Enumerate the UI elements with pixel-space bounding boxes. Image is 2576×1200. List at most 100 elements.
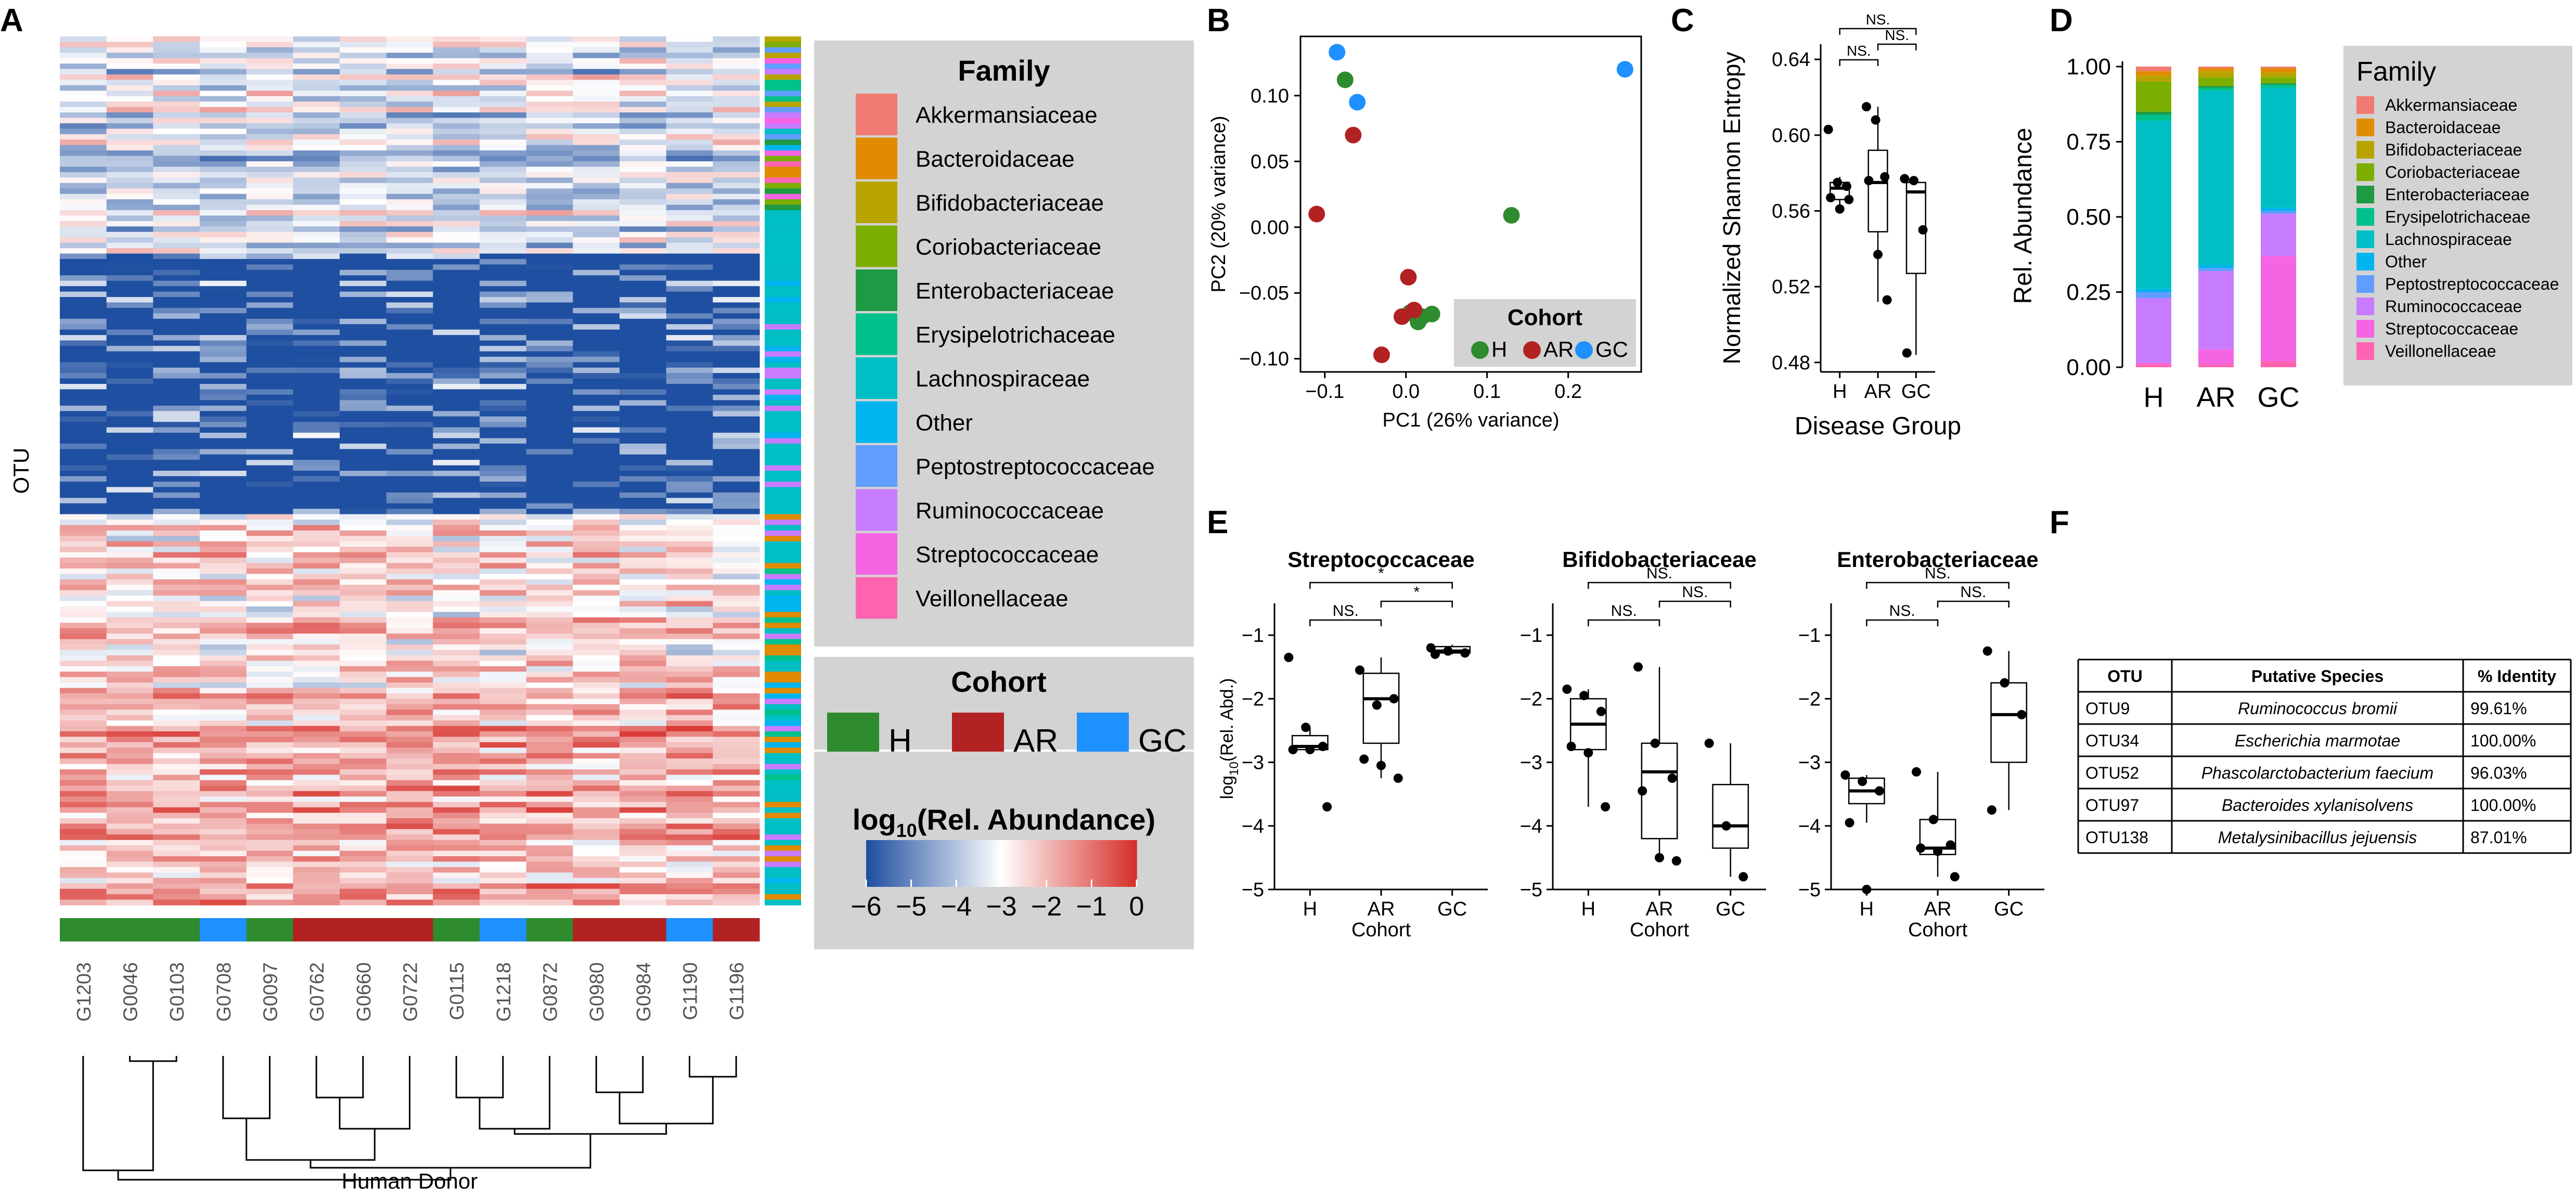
table-header: % Identity [2478,667,2556,686]
heatmap-cell [106,764,153,770]
heatmap-cell [666,405,713,411]
heatmap-cell [60,280,107,287]
heatmap-cell [386,297,433,303]
heatmap-cell [200,107,247,113]
y-tick-label: −4 [1798,816,1821,837]
heatmap-cell [293,802,340,808]
heatmap-cell [293,617,340,623]
heatmap-cell [60,829,107,835]
heatmap-cell [433,264,480,270]
heatmap-cell [293,585,340,591]
heatmap-cell [480,547,527,553]
heatmap-cell [620,742,667,748]
family-sidebar-cell [765,400,801,406]
heatmap-cell [386,183,433,189]
family-sidebar-cell [765,617,801,623]
heatmap-cell [200,579,247,585]
heatmap-cell [386,80,433,86]
pca-point [1345,126,1362,144]
family-legend-label: Bifidobacteriaceae [916,190,1104,216]
heatmap-cell [60,807,107,814]
color-scale-strip [891,840,894,887]
heatmap-cell [293,91,340,97]
color-scale-strip [918,840,921,887]
heatmap-cell [246,568,293,574]
heatmap-cell [153,840,200,846]
heatmap-cell [106,639,153,645]
heatmap-cell [106,519,153,525]
color-scale-strip [1042,840,1045,887]
heatmap-cell [200,612,247,618]
heatmap-cell [293,416,340,422]
heatmap-cell [60,509,107,515]
heatmap-cell [713,596,760,602]
heatmap-cell [433,498,480,504]
heatmap-cell [480,498,527,504]
family-legend-swatch [856,269,897,311]
color-scale-strip [1071,840,1074,887]
heatmap-cell [713,172,760,178]
heatmap-cell [153,63,200,70]
heatmap-cell [480,899,527,906]
heatmap-cell [433,345,480,352]
heatmap-cell [573,85,620,91]
heatmap-cell [340,275,387,281]
heatmap-cell [526,737,573,743]
pca-point [1373,346,1390,364]
heatmap-cell [200,780,247,786]
heatmap-cell [480,118,527,124]
heatmap-cell [386,335,433,341]
heatmap-cell [106,58,153,64]
heatmap-cell [106,204,153,211]
heatmap-cell [153,829,200,835]
heatmap-cell [153,742,200,748]
heatmap-cell [526,775,573,781]
heatmap-cell [620,590,667,596]
heatmap-cell [573,150,620,157]
family-sidebar-cell [765,74,801,81]
heatmap-cell [340,172,387,178]
heatmap-cell [340,156,387,162]
color-scale-strip [1105,840,1108,887]
heatmap-cell [246,791,293,797]
heatmap-cell [106,666,153,672]
heatmap-cell [246,438,293,444]
heatmap-cell [60,650,107,656]
heatmap-cell [246,123,293,129]
heatmap-cell [106,313,153,319]
heatmap-cell [246,753,293,759]
heatmap-cell [293,731,340,737]
heatmap-cell [713,769,760,776]
heatmap-cell [620,796,667,803]
heatmap-cell [246,411,293,417]
heatmap-cell [340,509,387,515]
heatmap-cell [60,411,107,417]
heatmap-cell [340,58,387,64]
heatmap-cell [620,69,667,75]
heatmap-cell [620,128,667,135]
heatmap-cell [200,389,247,395]
heatmap-cell [433,758,480,765]
heatmap-cell [386,899,433,906]
heatmap-cell [620,780,667,786]
heatmap-cell [293,753,340,759]
heatmap-cell [200,123,247,129]
heatmap-cell [293,639,340,645]
heatmap-cell [246,579,293,585]
heatmap-cell [526,834,573,841]
heatmap-cell [620,861,667,868]
heatmap-cell [433,324,480,330]
heatmap-cell [246,101,293,108]
heatmap-cell [480,362,527,368]
heatmap-cell [106,780,153,786]
heatmap-cell [573,183,620,189]
heatmap-cell [340,324,387,330]
stacked-bar-segment [2136,81,2171,112]
heatmap-cell [620,335,667,341]
heatmap-cell [386,416,433,422]
family-sidebar-cell [765,183,801,189]
heatmap-cell [713,280,760,287]
heatmap-cell [480,63,527,70]
heatmap-cell [666,63,713,70]
heatmap-cell [386,307,433,314]
